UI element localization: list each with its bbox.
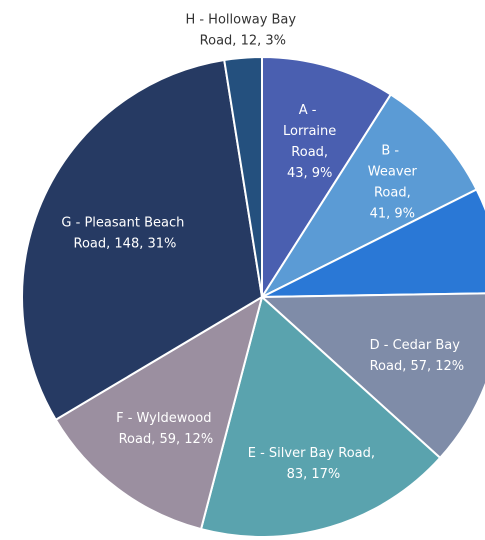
data-label: A - Lorraine Road, 43, 9% bbox=[279, 103, 336, 181]
data-label: F - Wyldewood Road, 59, 12% bbox=[114, 411, 213, 447]
pie-slice bbox=[54, 294, 264, 531]
pie-slice bbox=[21, 58, 264, 422]
data-label: G - Pleasant Beach Road, 148, 31% bbox=[61, 215, 184, 251]
pie-slice bbox=[223, 55, 263, 298]
data-label: E - Silver Bay Road, 83, 17% bbox=[248, 446, 375, 482]
pie-slice bbox=[261, 188, 485, 298]
data-label: B - Weaver Road, 41, 9% bbox=[364, 144, 418, 222]
data-label: H - Holloway Bay Road, 12, 3% bbox=[185, 13, 296, 49]
pie-slice bbox=[261, 55, 393, 301]
pie-slice bbox=[259, 292, 485, 460]
pie-slice bbox=[199, 295, 442, 538]
data-label: D - Cedar Bay Road, 57, 12% bbox=[365, 338, 464, 374]
pie-slice bbox=[259, 93, 478, 300]
